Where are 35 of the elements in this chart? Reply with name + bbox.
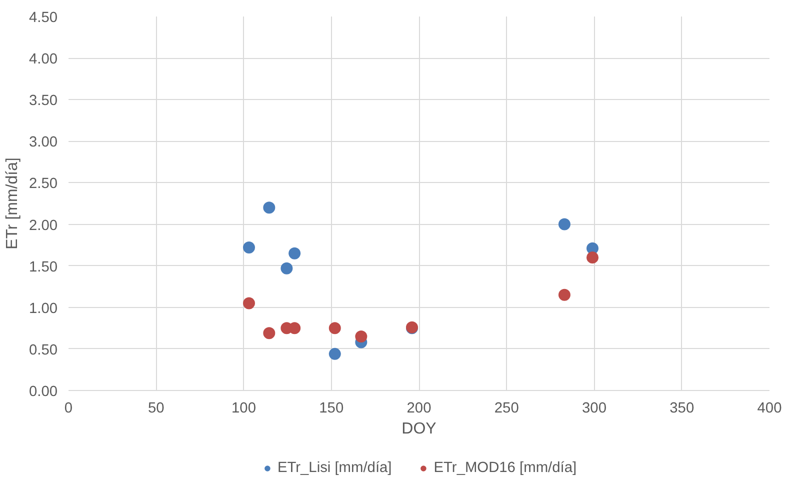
point — [243, 242, 256, 254]
x-tick-label: 250 — [494, 400, 519, 416]
y-tick-label: 2.00 — [28, 218, 58, 234]
point — [263, 327, 276, 340]
legend-label: ETr_Lisi [mm/día] — [277, 460, 392, 476]
y-tick-label: 2.50 — [28, 176, 58, 192]
point — [586, 252, 598, 264]
x-tick-label: 400 — [757, 400, 782, 416]
y-tick-label: 3.00 — [28, 134, 58, 151]
x-tick-label: 0 — [64, 400, 73, 416]
x-tick-label: 300 — [582, 400, 606, 416]
y-tick-label: 0.50 — [28, 342, 58, 358]
point — [558, 218, 570, 230]
x-tick-label: 350 — [670, 400, 694, 416]
y-tick-label: 1.50 — [28, 259, 58, 276]
point — [243, 297, 256, 310]
point — [288, 247, 301, 260]
x-axis-title: DOY — [402, 420, 437, 438]
y-tick-label: 3.50 — [28, 93, 58, 110]
point — [328, 348, 341, 360]
x-tick-label: 200 — [406, 400, 432, 416]
x-tick-label: 150 — [319, 400, 344, 416]
x-tick-label: 50 — [148, 400, 164, 416]
x-tick-label: 100 — [232, 400, 256, 416]
legend-label: ETr_MOD16 [mm/día] — [434, 460, 577, 476]
point — [328, 322, 341, 334]
y-tick-label: 4.00 — [28, 52, 58, 68]
point — [355, 330, 368, 342]
y-tick-label: 0.00 — [28, 384, 58, 400]
point — [558, 288, 570, 301]
y-axis-title: ETr [mm/día] — [4, 158, 21, 250]
y-tick-label: 1.00 — [28, 300, 58, 317]
point — [263, 202, 276, 214]
point — [280, 262, 293, 274]
y-tick-label: 4.50 — [28, 10, 58, 26]
